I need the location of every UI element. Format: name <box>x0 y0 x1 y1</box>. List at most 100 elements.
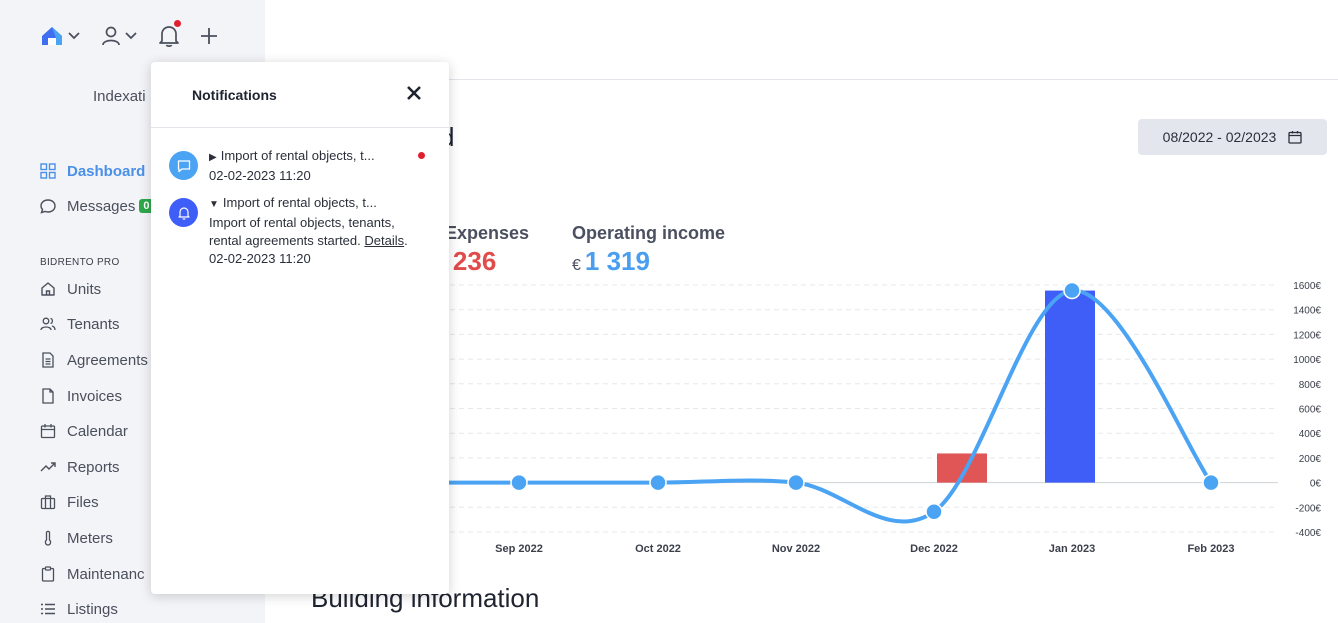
home-menu-button[interactable] <box>40 25 81 47</box>
bell-icon <box>177 206 190 220</box>
file-icon <box>42 388 54 404</box>
y-tick-label: 1200€ <box>1293 330 1321 341</box>
chat-bubble-icon <box>177 159 190 172</box>
sidebar-item-label: Maintenanc <box>67 565 145 583</box>
x-tick-label: Sep 2022 <box>495 543 543 555</box>
caret-right-icon: ▶ <box>209 152 217 163</box>
y-tick-label: -400€ <box>1295 528 1321 539</box>
data-point <box>925 502 943 521</box>
data-point <box>1063 281 1081 300</box>
list-icon <box>41 603 55 615</box>
operating-income-value-group: €1 319 <box>572 246 650 277</box>
sidebar-top-icons <box>40 20 238 48</box>
notification-avatar <box>169 198 198 227</box>
y-tick-label: -200€ <box>1295 503 1321 514</box>
close-icon[interactable] <box>406 85 422 101</box>
y-tick-label: 0€ <box>1310 479 1322 490</box>
y-tick-label: 1400€ <box>1293 306 1321 317</box>
trend-icon <box>40 462 56 472</box>
data-point <box>649 473 667 492</box>
y-tick-label: 200€ <box>1299 454 1322 465</box>
x-tick-label: Nov 2022 <box>772 543 820 555</box>
operating-income-value: 1 319 <box>584 246 650 276</box>
y-tick-label: 1600€ <box>1293 281 1321 292</box>
date-range-value: 08/2022 - 02/2023 <box>1162 129 1277 145</box>
sidebar-item-label: Reports <box>67 458 120 476</box>
sidebar-item-files[interactable]: Files <box>40 492 99 512</box>
calendar-icon <box>40 424 56 439</box>
sidebar-item-invoices[interactable]: Invoices <box>40 386 122 406</box>
chevron-down-icon <box>68 32 80 40</box>
notifications-panel: Notifications ▶ Import of rental objects,… <box>151 62 449 594</box>
thermometer-icon <box>44 530 52 546</box>
notification-avatar <box>169 151 198 180</box>
notification-item[interactable]: ▼ Import of rental objects, t... Import o… <box>209 194 424 268</box>
sidebar-item-label: Listings <box>67 600 118 618</box>
sidebar-item-label: Files <box>67 493 99 511</box>
sidebar-item-listings[interactable]: Listings <box>40 599 118 619</box>
sidebar-item-label: Units <box>67 280 102 298</box>
add-button[interactable] <box>200 27 218 45</box>
income-line <box>438 288 1213 524</box>
sidebar-item-label: Meters <box>67 529 113 547</box>
x-tick-label: Feb 2023 <box>1187 543 1234 555</box>
y-tick-label: 400€ <box>1299 429 1322 440</box>
x-tick-label: Jan 2023 <box>1049 543 1095 555</box>
bell-icon <box>159 26 179 47</box>
unread-dot <box>418 152 425 159</box>
caret-down-icon: ▼ <box>209 199 219 210</box>
indexation-link[interactable]: Indexati <box>93 88 146 105</box>
data-point <box>787 473 805 492</box>
sidebar-item-messages[interactable]: Messages 0 <box>40 196 154 216</box>
data-point <box>510 473 528 492</box>
home-icon <box>41 282 55 296</box>
sidebar-item-reports[interactable]: Reports <box>40 457 120 477</box>
briefcase-icon <box>40 495 56 510</box>
currency-symbol: € <box>572 257 581 274</box>
chat-icon <box>40 199 56 214</box>
messages-badge: 0 <box>139 199 154 213</box>
notification-item[interactable]: ▶ Import of rental objects, t... 02-02-20… <box>209 147 424 185</box>
notification-time: 02-02-2023 11:20 <box>209 168 311 183</box>
notifications-button[interactable] <box>158 20 181 48</box>
panel-divider <box>151 127 449 128</box>
sidebar-item-meters[interactable]: Meters <box>40 528 113 548</box>
sidebar-item-label: Messages <box>67 197 136 215</box>
topbar-divider <box>265 79 1338 80</box>
notification-dot <box>174 20 181 27</box>
document-icon <box>42 352 54 368</box>
y-tick-label: 1000€ <box>1293 355 1321 366</box>
plus-icon <box>201 28 217 44</box>
sidebar-item-dashboard[interactable]: Dashboard <box>40 161 145 181</box>
calendar-icon <box>1288 131 1302 144</box>
section-label: BIDRENTO PRO <box>40 257 120 268</box>
y-tick-label: 600€ <box>1299 405 1322 416</box>
sidebar-item-calendar[interactable]: Calendar <box>40 421 128 441</box>
x-tick-label: Oct 2022 <box>635 543 681 555</box>
sidebar-item-label: Dashboard <box>67 162 146 180</box>
notification-summary: Import of rental objects, t... <box>222 195 377 210</box>
sidebar-item-tenants[interactable]: Tenants <box>40 314 120 334</box>
details-link[interactable]: Details <box>364 233 405 248</box>
x-tick-label: Dec 2022 <box>910 543 958 555</box>
notification-time: 02-02-2023 11:20 <box>209 251 311 266</box>
sidebar-item-maintenance[interactable]: Maintenanc <box>40 564 145 584</box>
sidebar-item-label: Agreements <box>67 351 148 369</box>
bar <box>1045 290 1095 483</box>
user-menu-button[interactable] <box>101 25 138 47</box>
notification-detail: Import of rental objects, tenants, renta… <box>209 215 395 248</box>
sidebar-item-units[interactable]: Units <box>40 279 101 299</box>
chevron-down-icon <box>125 32 137 40</box>
clipboard-icon <box>41 566 55 582</box>
operating-income-label: Operating income <box>572 223 726 243</box>
expenses-value: 236 <box>452 246 497 276</box>
sidebar-item-label: Tenants <box>67 315 120 333</box>
notifications-title: Notifications <box>192 87 277 103</box>
sidebar-item-agreements[interactable]: Agreements <box>40 350 148 370</box>
home-logo-icon <box>42 27 62 45</box>
date-range-picker[interactable]: 08/2022 - 02/2023 <box>1138 119 1327 155</box>
expenses-label: Expenses <box>445 223 530 243</box>
users-icon <box>40 317 56 331</box>
data-point <box>1202 473 1220 492</box>
sidebar-item-label: Invoices <box>67 387 123 405</box>
